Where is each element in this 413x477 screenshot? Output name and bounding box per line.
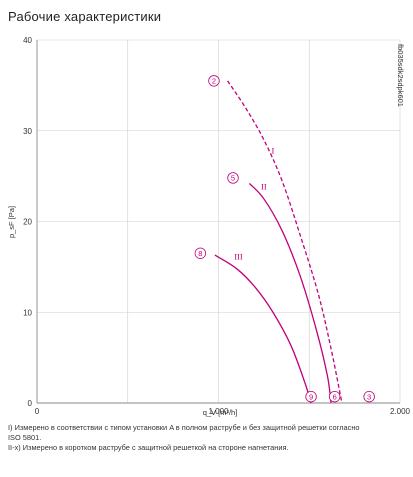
curve-name-label: I xyxy=(272,145,275,155)
axes xyxy=(36,40,400,404)
x-tick-label: 1.000 xyxy=(208,407,229,416)
y-tick-label: 30 xyxy=(23,127,32,136)
y-tick-label: 40 xyxy=(23,36,32,45)
marker-circle xyxy=(194,247,207,259)
marker-circle xyxy=(305,390,317,403)
markers: 2 3 5 6 8 9 xyxy=(194,75,375,403)
x-axis-label: q_V [m³/h] xyxy=(203,408,238,417)
marker-circle xyxy=(363,390,375,403)
y-tick-label: 0 xyxy=(28,399,33,408)
marker-circle xyxy=(328,390,341,403)
footnotes: I) Измерено в соответствии с типом устан… xyxy=(8,423,408,453)
marker-label: 2 xyxy=(212,77,216,86)
marker-start: 2 xyxy=(208,75,220,87)
marker-circle xyxy=(227,172,239,184)
curve-name-label: III xyxy=(234,252,243,262)
curve-ii xyxy=(248,182,332,404)
footnote-line: I) Измерено в соответствии с типом устан… xyxy=(8,423,360,432)
footnote-line: ISO 5801. xyxy=(8,433,42,442)
chart-title: Рабочие характеристики xyxy=(8,9,162,24)
curve-i xyxy=(227,80,343,404)
marker-label: 6 xyxy=(333,392,337,401)
curve-name-label: II xyxy=(261,182,267,192)
marker-start: 8 xyxy=(194,247,207,259)
marker-end: 9 xyxy=(305,390,317,403)
marker-label: 8 xyxy=(198,249,202,258)
curve-iii xyxy=(214,254,312,404)
grid xyxy=(37,39,401,403)
y-tick-label: 10 xyxy=(23,308,32,317)
marker-label: 9 xyxy=(309,392,313,401)
footnote-line: II-x) Измерено в коротком раструбе с защ… xyxy=(8,443,289,452)
marker-label: 3 xyxy=(367,392,371,401)
y-axis-label: p_sF [Pa] xyxy=(7,206,16,238)
marker-start: 5 xyxy=(227,172,239,184)
marker-end: 3 xyxy=(363,390,375,403)
marker-end: 6 xyxy=(328,390,341,403)
marker-label: 5 xyxy=(231,174,235,183)
marker-circle xyxy=(208,75,220,87)
y-tick-label: 20 xyxy=(23,218,32,227)
tick-labels: 0 1.000 2.000 0 10 20 30 40 xyxy=(23,36,410,416)
vertical-code: fb035sdk2sdpk601 xyxy=(396,44,405,107)
x-tick-label: 2.000 xyxy=(390,407,411,416)
x-tick-label: 0 xyxy=(35,407,40,416)
